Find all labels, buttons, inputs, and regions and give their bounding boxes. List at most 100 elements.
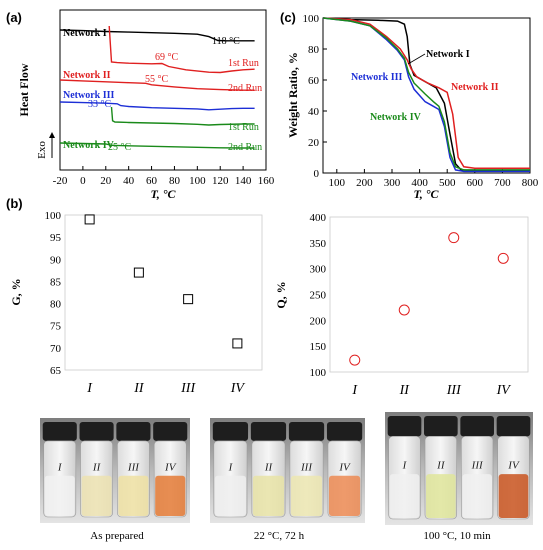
tga-frame — [322, 17, 531, 174]
vial-cap — [153, 422, 188, 441]
dsc-xtick-label: 140 — [235, 175, 252, 187]
swelling-point — [398, 304, 410, 316]
vial-liquid — [81, 475, 112, 516]
tga-ytick-label: 100 — [303, 13, 320, 25]
dsc-label-network-ii: Network II — [63, 70, 111, 81]
dsc-line-network-iv — [59, 142, 255, 149]
swelling-xtick-label: IV — [496, 383, 512, 398]
dsc-temp-55: 55 °C — [145, 74, 168, 85]
tga-xtick-label: 100 — [329, 177, 346, 189]
dsc-line-network-iii — [59, 101, 255, 111]
gel-ytick-label: 85 — [50, 276, 62, 288]
tga-ytick-label: 40 — [308, 106, 320, 118]
dsc-chart: -20 0 20 40 60 80 100 120 140 160 Heat Flow T, °C… — [17, 9, 275, 201]
tga-xtick-label: 300 — [384, 177, 401, 189]
vial-liquid — [252, 475, 285, 516]
vial-liquid — [328, 475, 361, 516]
swelling-point — [448, 232, 460, 244]
dsc-xtick-label: 80 — [169, 175, 181, 187]
dsc-xlabel: T, °C — [150, 187, 176, 201]
gel-frame — [64, 214, 263, 371]
dsc-run1-ii: 1st Run — [228, 58, 259, 69]
gel-ytick-label: 70 — [50, 343, 62, 355]
tga-xtick-label: 800 — [522, 177, 539, 189]
vial-label: III — [300, 462, 313, 474]
tga-label-network-i: Network I — [426, 49, 470, 60]
dsc-run2-iv: 2nd Run — [228, 142, 262, 153]
swelling-ytick-label: 300 — [310, 264, 327, 276]
vial-liquid — [426, 474, 456, 518]
vial-label: I — [402, 460, 408, 472]
vial-label: IV — [338, 462, 351, 474]
tga-xlabel: T, °C — [413, 187, 439, 201]
tga-chart: 100 200 300 400 500 600 700 800 0 20 40 60 80 100 Wei… — [286, 13, 539, 201]
vial-cap — [116, 422, 151, 441]
vial-cap — [212, 422, 249, 441]
swelling-ytick-label: 200 — [310, 315, 327, 327]
tga-xtick-label: 600 — [467, 177, 484, 189]
dsc-temp-69: 69 °C — [155, 52, 178, 63]
panel-label-a: (a) — [6, 10, 22, 25]
gel-ytick-label: 80 — [50, 299, 62, 311]
swelling-ytick-label: 250 — [310, 290, 327, 302]
vial-liquid — [462, 474, 492, 518]
vial-label: I — [57, 462, 63, 474]
vial-label: I — [228, 462, 234, 474]
tga-arrow-i — [407, 53, 426, 65]
dsc-xtick-label: 120 — [212, 175, 229, 187]
vial-label: II — [436, 460, 446, 472]
panel-label-c: (c) — [280, 10, 296, 25]
gel-ytick-label: 75 — [50, 321, 62, 333]
vial-cap — [250, 422, 287, 441]
tga-line-network-iv — [322, 17, 530, 171]
vial-cap — [460, 416, 494, 437]
dsc-temp-25: 25 °C — [108, 142, 131, 153]
vial-cap — [387, 416, 422, 437]
swelling-frame — [329, 216, 529, 373]
dsc-line-network-iv — [110, 106, 255, 126]
tga-line-network-ii — [322, 17, 530, 170]
vial-cap — [79, 422, 114, 441]
dsc-xtick-label: 0 — [80, 175, 86, 187]
vial-cap — [288, 422, 325, 441]
vial-liquid — [155, 475, 186, 516]
vial-liquid — [44, 475, 75, 516]
gel-xtick-label: IV — [230, 381, 246, 396]
swelling-ylabel: Q, % — [274, 281, 288, 308]
photo-caption-3: 100 °C, 10 min — [423, 530, 491, 542]
vial-cap — [496, 416, 531, 437]
vial-liquid — [290, 475, 323, 516]
panel-label-b: (b) — [6, 196, 23, 211]
dsc-line-network-i — [59, 29, 255, 42]
swelling-xtick-label: I — [351, 383, 358, 398]
tga-ytick-label: 20 — [308, 137, 320, 149]
exo-arrowhead — [49, 132, 55, 138]
gel-ytick-label: 100 — [45, 210, 62, 222]
tga-label-network-iii: Network III — [351, 72, 402, 83]
vial-label: IV — [507, 460, 520, 472]
vial-label: II — [264, 462, 274, 474]
tga-label-network-iv: Network IV — [370, 112, 422, 123]
dsc-xtick-label: 160 — [258, 175, 275, 187]
dsc-frame — [59, 9, 267, 171]
dsc-run2-ii: 2nd Run — [228, 83, 262, 94]
vial-label: IV — [164, 462, 177, 474]
vial-label: III — [471, 460, 484, 472]
gel-point — [232, 338, 243, 349]
vial-liquid — [498, 474, 529, 518]
swelling-ytick-label: 350 — [310, 238, 327, 250]
swelling-point — [349, 354, 361, 366]
vial-cap — [42, 422, 77, 441]
dsc-xtick-label: 40 — [123, 175, 135, 187]
vial-label: III — [127, 462, 140, 474]
tga-xtick-label: 500 — [439, 177, 456, 189]
exo-label: Exo — [36, 141, 48, 159]
tga-ytick-label: 80 — [308, 44, 320, 56]
swelling-xtick-label: III — [446, 383, 462, 398]
tga-ytick-label: 60 — [308, 75, 320, 87]
dsc-label-network-iii: Network III — [63, 90, 114, 101]
vial-liquid — [389, 474, 420, 518]
